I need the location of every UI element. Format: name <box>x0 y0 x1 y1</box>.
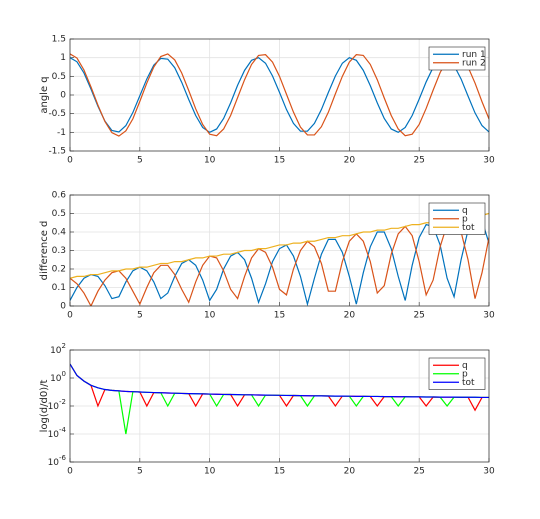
x-tick-label: 5 <box>137 311 143 321</box>
legend-label: q <box>462 206 468 216</box>
y-tick-label: 1 <box>60 53 66 63</box>
x-tick-label: 20 <box>344 311 356 321</box>
y-tick-label: 0.1 <box>52 283 66 293</box>
x-tick-label: 10 <box>204 156 216 166</box>
legend-label: p <box>462 214 468 224</box>
legend-label: p <box>462 369 468 379</box>
y-tick-label: -1.5 <box>48 147 66 157</box>
x-tick-label: 15 <box>274 467 285 477</box>
y-tick-label: 0.4 <box>52 228 67 238</box>
series-line <box>70 212 489 279</box>
y-tick-label: 1.5 <box>52 35 66 45</box>
series-line <box>70 363 489 399</box>
axes-box <box>69 38 490 152</box>
y-tick-label: -1 <box>57 128 66 138</box>
x-tick-label: 30 <box>483 156 495 166</box>
x-tick-label: 10 <box>204 311 216 321</box>
y-tick-label: 100 <box>50 370 66 384</box>
y-axis-label: difference d <box>39 221 50 281</box>
axes-box <box>69 194 490 307</box>
legend-label: run 2 <box>462 58 486 68</box>
legend-label: tot <box>462 223 475 233</box>
x-tick-label: 20 <box>344 467 356 477</box>
y-tick-label: 0 <box>60 91 66 101</box>
series-line <box>70 56 489 134</box>
y-tick-label: 0.3 <box>52 246 66 256</box>
x-tick-label: 15 <box>274 311 285 321</box>
x-tick-label: 5 <box>137 467 143 477</box>
legend-label: run 1 <box>462 50 486 60</box>
series-line <box>70 53 489 137</box>
series-line <box>70 218 489 306</box>
x-tick-label: 10 <box>204 467 216 477</box>
x-tick-label: 0 <box>67 311 73 321</box>
y-tick-label: 10-6 <box>48 454 67 468</box>
legend-label: tot <box>462 378 475 388</box>
y-tick-label: 10-2 <box>48 398 66 412</box>
x-tick-label: 25 <box>413 156 424 166</box>
y-tick-label: 0.6 <box>52 191 67 201</box>
y-tick-label: -0.5 <box>48 109 66 119</box>
y-axis-label: angle q <box>39 76 50 113</box>
x-tick-label: 0 <box>67 156 73 166</box>
x-tick-label: 25 <box>413 311 424 321</box>
x-tick-label: 30 <box>483 467 495 477</box>
x-tick-label: 5 <box>137 156 143 166</box>
y-tick-label: 0.5 <box>52 209 66 219</box>
y-tick-label: 0.2 <box>52 265 66 275</box>
y-tick-label: 10-4 <box>48 426 67 440</box>
x-tick-label: 20 <box>344 156 356 166</box>
legend-box <box>428 46 486 71</box>
x-tick-label: 15 <box>274 156 285 166</box>
x-tick-label: 30 <box>483 311 495 321</box>
x-tick-label: 0 <box>67 467 73 477</box>
axes-box <box>69 349 490 463</box>
y-axis-label: log(d/d0)/t <box>39 380 50 433</box>
legend-label: q <box>462 361 468 371</box>
y-tick-label: 0 <box>60 302 66 312</box>
y-tick-label: 102 <box>50 342 66 356</box>
y-tick-label: 0.5 <box>52 72 66 82</box>
x-tick-label: 25 <box>413 467 424 477</box>
